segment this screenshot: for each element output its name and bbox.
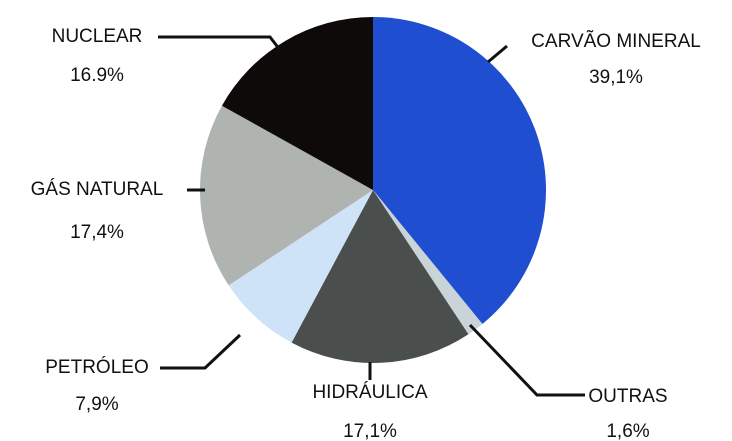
pie-slice	[373, 17, 546, 324]
slice-label: GÁS NATURAL	[31, 179, 164, 200]
value-label: 39,1%	[589, 67, 643, 88]
pie-slice	[228, 190, 373, 343]
leader-line	[487, 44, 508, 64]
leader-line	[158, 35, 282, 51]
value-label: 17,4%	[70, 222, 124, 243]
slice-label: PETRÓLEO	[45, 356, 148, 378]
pie-slice	[199, 105, 373, 286]
pie-slice	[291, 190, 469, 363]
value-label: 16.9%	[70, 65, 124, 86]
pie-slice	[373, 190, 483, 335]
value-label: 7,9%	[75, 394, 118, 415]
value-label: 17,1%	[343, 421, 397, 441]
leader-line	[160, 333, 242, 370]
slice-label: OUTRAS	[588, 386, 667, 407]
value-label: 1,6%	[606, 421, 649, 441]
pie-slice	[221, 17, 373, 190]
slice-label: CARVÃO MINERAL	[531, 30, 701, 52]
leader-line	[468, 323, 585, 397]
slice-label: NUCLEAR	[52, 26, 143, 47]
slice-label: HIDRÁULICA	[312, 382, 427, 403]
